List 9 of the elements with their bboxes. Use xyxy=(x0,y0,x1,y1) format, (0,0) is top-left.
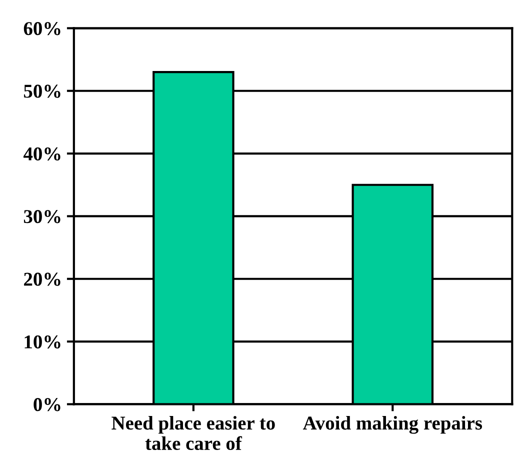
y-tick-label: 50% xyxy=(24,84,60,98)
y-tick-label: 0% xyxy=(34,398,60,412)
y-tick-label: 60% xyxy=(24,22,60,36)
x-tick-label: Avoid making repairs xyxy=(302,416,482,434)
x-tick-label: Need place easier to take care of xyxy=(112,416,275,450)
y-tick-label: 40% xyxy=(23,147,60,161)
y-tick-label: 30% xyxy=(24,210,60,224)
y-tick-label: 10% xyxy=(24,335,60,349)
y-tick-label: 20% xyxy=(24,272,60,286)
